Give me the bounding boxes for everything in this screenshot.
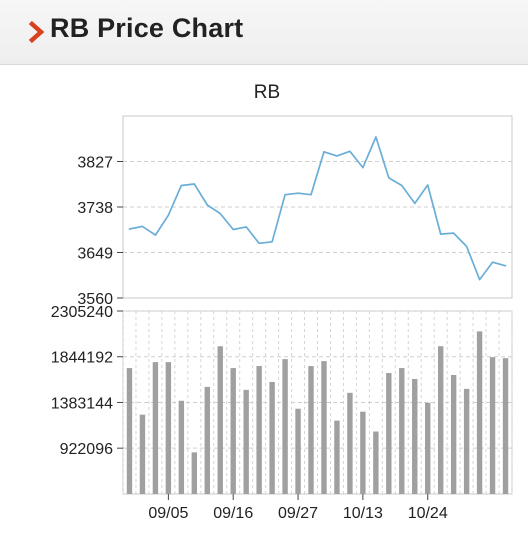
price-panel: 3560 3649 3738 3827 (77, 115, 513, 308)
volume-bar (489, 357, 496, 494)
volume-bar (152, 362, 159, 494)
volume-bar (425, 402, 431, 494)
price-point (504, 264, 507, 267)
volume-bar (321, 361, 327, 494)
volume-bar (191, 452, 198, 494)
volume-bar (126, 368, 133, 494)
volume-bar (347, 392, 353, 494)
volume-bar (386, 373, 392, 494)
volume-bar (178, 400, 185, 494)
price-point (141, 225, 144, 228)
price-point (154, 234, 157, 236)
x-tick-label: 09/16 (213, 505, 253, 522)
volume-panel: 922096 1383144 1844192 2305240 09/05 09/16 09/… (51, 304, 513, 522)
volume-bar (450, 374, 457, 494)
price-tick-label: 3560 (77, 291, 113, 308)
price-point (271, 240, 273, 243)
price-point (491, 261, 494, 264)
price-point (232, 228, 235, 231)
volume-bar (399, 368, 405, 494)
price-point (375, 136, 377, 138)
volume-bar (437, 346, 444, 494)
price-point (219, 212, 222, 215)
volume-bar (463, 388, 470, 494)
price-point (439, 233, 442, 235)
price-point (478, 278, 481, 281)
volume-bar (243, 389, 249, 494)
price-tick-label: 3827 (77, 155, 113, 172)
price-point (323, 150, 325, 153)
volume-bar (269, 381, 275, 494)
volume-bar (412, 378, 418, 494)
price-tick-label: 3649 (77, 246, 113, 263)
x-tick-label: 09/27 (278, 505, 318, 522)
volume-bar (334, 420, 340, 494)
volume-bar (282, 359, 288, 494)
price-point (167, 214, 170, 216)
price-point (362, 166, 364, 169)
header-bar: RB Price Chart (0, 0, 528, 65)
volume-bar (230, 368, 236, 494)
price-series-line (129, 136, 506, 281)
price-point (413, 202, 416, 205)
volume-bar (476, 331, 483, 494)
x-tick-label: 09/05 (148, 505, 188, 522)
price-point (245, 226, 247, 228)
price-point (336, 155, 338, 157)
price-point (284, 193, 286, 196)
volume-tick-label: 1844192 (51, 350, 113, 367)
price-point (310, 193, 312, 196)
x-tick-label: 10/13 (343, 505, 383, 522)
volume-bar (373, 431, 379, 494)
volume-tick-label: 2305240 (51, 304, 113, 321)
volume-tick-label: 1383144 (51, 395, 113, 412)
chart-title: RB (254, 82, 280, 103)
price-point (258, 242, 260, 245)
volume-tick-label: 922096 (60, 441, 113, 458)
price-point (206, 204, 209, 206)
price-point (465, 245, 468, 248)
volume-bar (204, 386, 210, 494)
price-point (426, 184, 429, 186)
page-title: RB Price Chart (50, 13, 244, 43)
chevron-right-icon (28, 20, 45, 44)
price-tick-label: 3738 (77, 200, 113, 217)
price-point (128, 228, 131, 230)
price-point (297, 192, 299, 194)
volume-bar (139, 414, 146, 494)
price-point (193, 183, 196, 185)
volume-bar (502, 358, 509, 494)
x-tick-label: 10/24 (408, 505, 448, 522)
volume-bar (308, 366, 314, 494)
volume-bar (217, 346, 223, 494)
price-chart: RB 3560 3649 3738 3827 922096 1383144 1844192… (51, 82, 513, 522)
volume-bar (165, 362, 172, 494)
price-point (180, 184, 183, 187)
price-point (400, 184, 403, 187)
price-point (349, 150, 351, 153)
price-point (388, 177, 390, 179)
price-point (452, 232, 455, 234)
volume-bar (360, 411, 366, 494)
volume-bar (256, 366, 262, 494)
volume-bar (295, 408, 301, 494)
